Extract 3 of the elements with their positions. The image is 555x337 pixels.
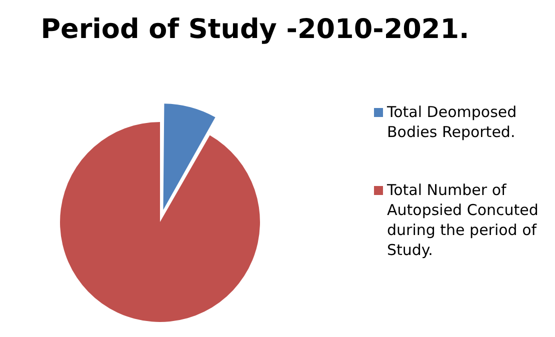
chart-title: Period of Study -2010-2021. — [40, 14, 470, 45]
legend-label: Total Number of Autopsied Concuted during the period of Study. — [387, 180, 540, 260]
legend-label: Total Deomposed Bodies Reported. — [387, 102, 518, 142]
